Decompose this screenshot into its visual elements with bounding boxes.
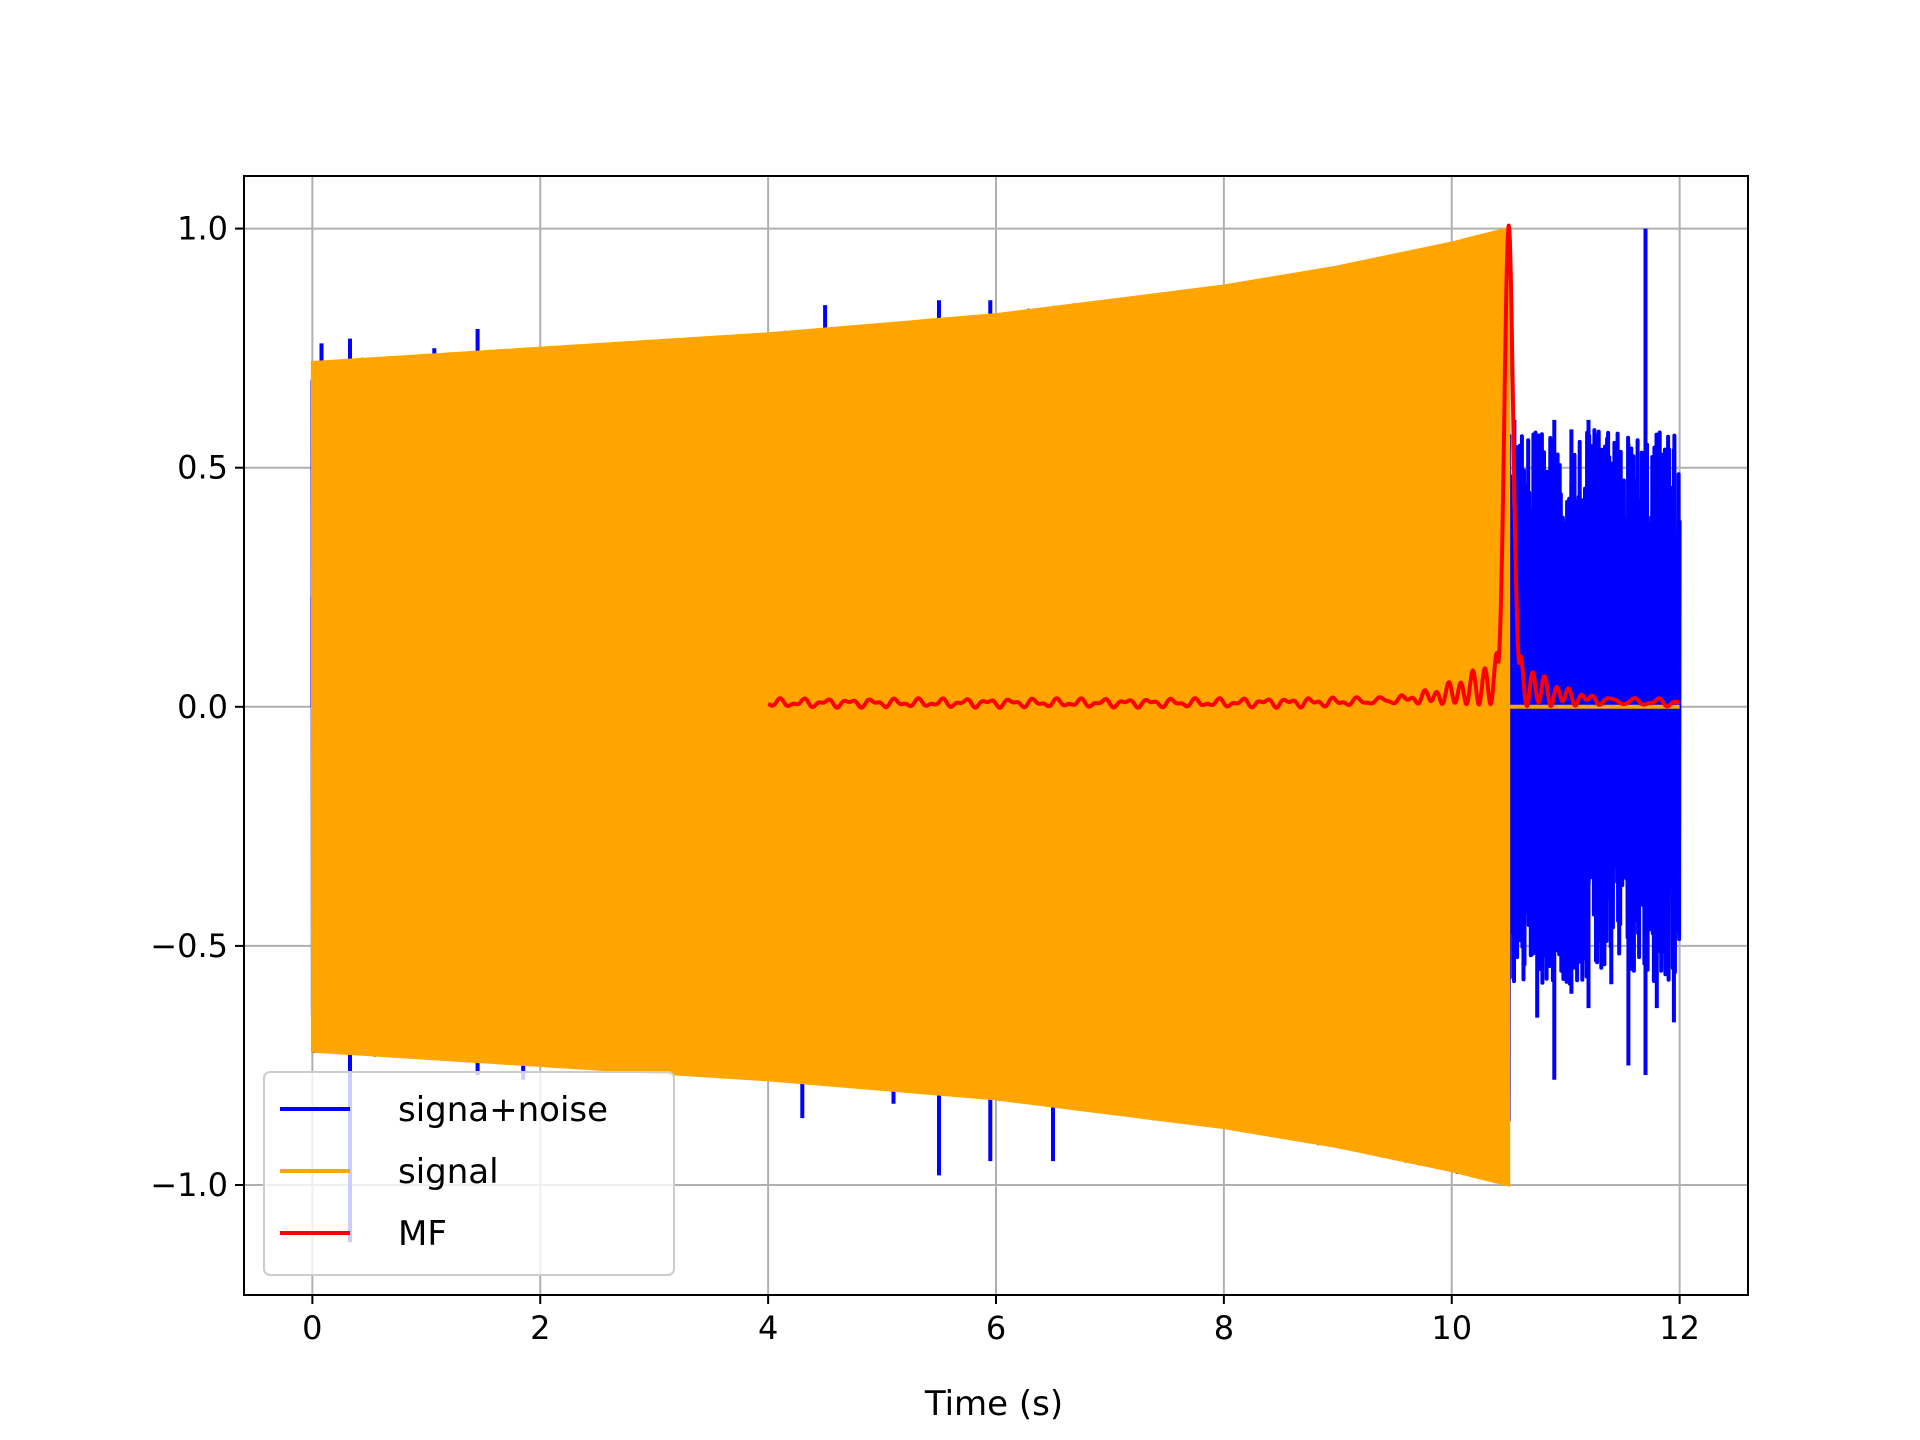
x-tick-label: 6 bbox=[986, 1309, 1006, 1347]
legend-label: signa+noise bbox=[398, 1090, 608, 1130]
series-layer bbox=[310, 223, 1682, 1243]
ticks: 0 2 4 6 8 10 12 −1.0 −0.5 0.0 0.5 1.0 bbox=[150, 210, 1700, 1347]
y-tick-label: −0.5 bbox=[150, 927, 228, 965]
y-tick-label: 0.0 bbox=[177, 688, 228, 726]
x-tick-label: 8 bbox=[1214, 1309, 1234, 1347]
x-tick-label: 12 bbox=[1659, 1309, 1700, 1347]
x-tick-label: 2 bbox=[530, 1309, 550, 1347]
series-line-signal bbox=[310, 228, 1511, 1185]
legend-label: MF bbox=[398, 1214, 447, 1254]
x-tick-label: 0 bbox=[302, 1309, 322, 1347]
y-tick-label: −1.0 bbox=[150, 1166, 228, 1204]
x-axis-title: Time (s) bbox=[924, 1384, 1063, 1424]
y-tick-label: 0.5 bbox=[177, 449, 228, 487]
x-tick-label: 4 bbox=[758, 1309, 778, 1347]
legend: signa+noise signal MF bbox=[263, 1071, 675, 1276]
y-tick-label: 1.0 bbox=[177, 210, 228, 248]
series-line-mf bbox=[766, 223, 1682, 710]
legend-box bbox=[263, 1071, 675, 1276]
x-tick-label: 10 bbox=[1431, 1309, 1472, 1347]
legend-label: signal bbox=[398, 1152, 499, 1192]
